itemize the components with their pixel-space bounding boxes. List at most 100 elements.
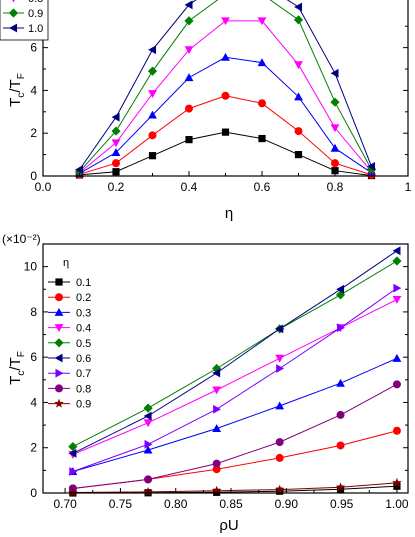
top-point-2-2 [148, 110, 157, 119]
top-point-0-3 [185, 136, 193, 144]
top-y-tick-label: 2 [30, 126, 37, 140]
bottom-y-axis-label: Tc/TF [7, 351, 27, 385]
bottom-legend-title: η [63, 257, 69, 269]
bot-point-7-3 [275, 438, 284, 447]
bot-point-2-2 [212, 424, 222, 433]
top-x-tick-label: 0.6 [254, 180, 271, 194]
bottom-chart: 0.70 0.75 0.80 0.85 0.90 0.95 1.00 0 2 4 6 8 10 η 0.1… [2, 232, 409, 534]
bottom-legend: η 0.1 0.2 0.3 0.4 0.5 0.6 0.7 0.8 0.9 [48, 257, 91, 411]
top-legend-marker-0 [12, 0, 15, 3]
top-point-5-6 [294, 2, 303, 12]
top-y-axis-label: Tc/TF [7, 73, 27, 107]
bot-point-3-2 [212, 386, 222, 395]
bot-point-5-2 [212, 368, 221, 378]
bot-point-4-5 [392, 256, 402, 266]
top-series-line-5 [79, 0, 372, 170]
bot-point-1-5 [392, 426, 401, 435]
top-y-tick-label: 4 [30, 83, 37, 97]
top-point-3-6 [294, 61, 303, 70]
top-x-tick-label: 0.0 [35, 180, 52, 194]
top-point-3-5 [257, 17, 267, 26]
top-legend-marker-1 [8, 8, 19, 18]
bot-point-6-1 [144, 439, 153, 449]
top-series-group [74, 0, 377, 180]
top-point-0-2 [148, 152, 157, 160]
bot-point-5-4 [336, 284, 345, 294]
bot-series-line-8 [72, 482, 397, 493]
bot-point-1-2 [212, 465, 221, 474]
bot-point-2-3 [275, 401, 285, 410]
bottom-legend-marker-8 [54, 398, 64, 408]
top-point-0-5 [258, 134, 266, 143]
bot-point-6-2 [213, 404, 222, 414]
top-point-2-1 [111, 148, 121, 156]
bottom-axes [42, 243, 409, 494]
bot-point-6-4 [337, 323, 345, 333]
top-point-1-6 [294, 127, 303, 136]
top-point-2-4 [221, 52, 230, 61]
top-point-3-7 [330, 124, 340, 133]
bot-point-5-1 [143, 411, 152, 421]
top-chart: 0.0 0.2 0.4 0.6 0.8 1 0 2 4 6 0.8 0.9 1.0 η Tc/TF [0, 0, 412, 222]
top-point-5-2 [148, 45, 157, 55]
bot-point-2-5 [392, 353, 402, 362]
bot-point-7-5 [392, 380, 401, 389]
top-point-1-4 [221, 91, 230, 100]
top-point-2-3 [184, 73, 194, 82]
bottom-legend-label-7: 0.8 [76, 383, 91, 395]
top-point-0-4 [221, 128, 230, 136]
bot-series-line-5 [72, 250, 398, 454]
top-point-1-1 [112, 159, 120, 168]
top-legend-label-1: 0.9 [28, 8, 43, 20]
bot-plot-frame [42, 243, 409, 494]
bot-x-tick-label: 0.70 [53, 497, 77, 511]
bot-y-tick-label: 6 [30, 350, 37, 364]
bot-y-tick-label: 2 [30, 441, 37, 455]
bottom-legend-marker-2 [54, 308, 64, 316]
bot-point-6-5 [393, 283, 402, 293]
bot-y-tick-label: 4 [30, 395, 37, 409]
bot-x-tick-label: 0.90 [275, 497, 299, 511]
top-point-5-0 [75, 165, 84, 174]
bot-point-7-4 [336, 410, 345, 419]
bottom-legend-marker-7 [55, 384, 63, 393]
top-x-tick-label: 0.8 [327, 180, 344, 194]
top-legend-marker-2 [9, 23, 18, 33]
bot-series-line-1 [72, 430, 398, 489]
top-point-1-2 [148, 131, 157, 140]
bot-series-line-3 [72, 299, 398, 455]
bot-point-3-5 [392, 295, 402, 304]
bot-point-0-5 [393, 482, 401, 490]
top-point-3-4 [221, 17, 230, 26]
top-x-tick-label: 1 [405, 180, 412, 194]
bot-point-8-5 [392, 477, 402, 487]
bot-point-6-3 [276, 364, 285, 373]
top-legend-box [0, 0, 49, 41]
top-point-3-2 [148, 90, 157, 99]
bot-point-5-3 [275, 324, 284, 334]
top-legend-label-0: 0.8 [28, 0, 43, 5]
top-point-4-7 [330, 97, 340, 107]
bottom-legend-label-4: 0.5 [76, 338, 91, 350]
top-point-2-7 [330, 143, 340, 152]
bot-y-tick-label: 0 [30, 486, 37, 500]
bottom-legend-marker-3 [54, 324, 64, 332]
bottom-legend-marker-1 [55, 293, 63, 302]
bot-y-tick-label: 10 [24, 260, 38, 274]
bot-x-tick-label: 0.75 [109, 497, 133, 511]
bot-point-4-0 [68, 441, 78, 452]
bottom-legend-marker-4 [54, 338, 64, 348]
bottom-legend-label-6: 0.7 [76, 368, 91, 380]
top-x-tick-label: 0.4 [181, 180, 198, 194]
top-y-tick-label: 6 [30, 41, 37, 55]
bot-point-8-4 [335, 482, 346, 492]
top-point-3-1 [111, 139, 121, 148]
bot-point-3-1 [143, 419, 153, 428]
top-point-2-5 [257, 58, 267, 67]
top-point-1-7 [331, 159, 339, 168]
top-point-5-3 [184, 0, 193, 10]
bot-point-1-4 [336, 441, 345, 450]
top-point-1-3 [185, 104, 193, 113]
top-legend-label-2: 1.0 [28, 23, 43, 35]
bot-point-8-2 [211, 485, 222, 495]
